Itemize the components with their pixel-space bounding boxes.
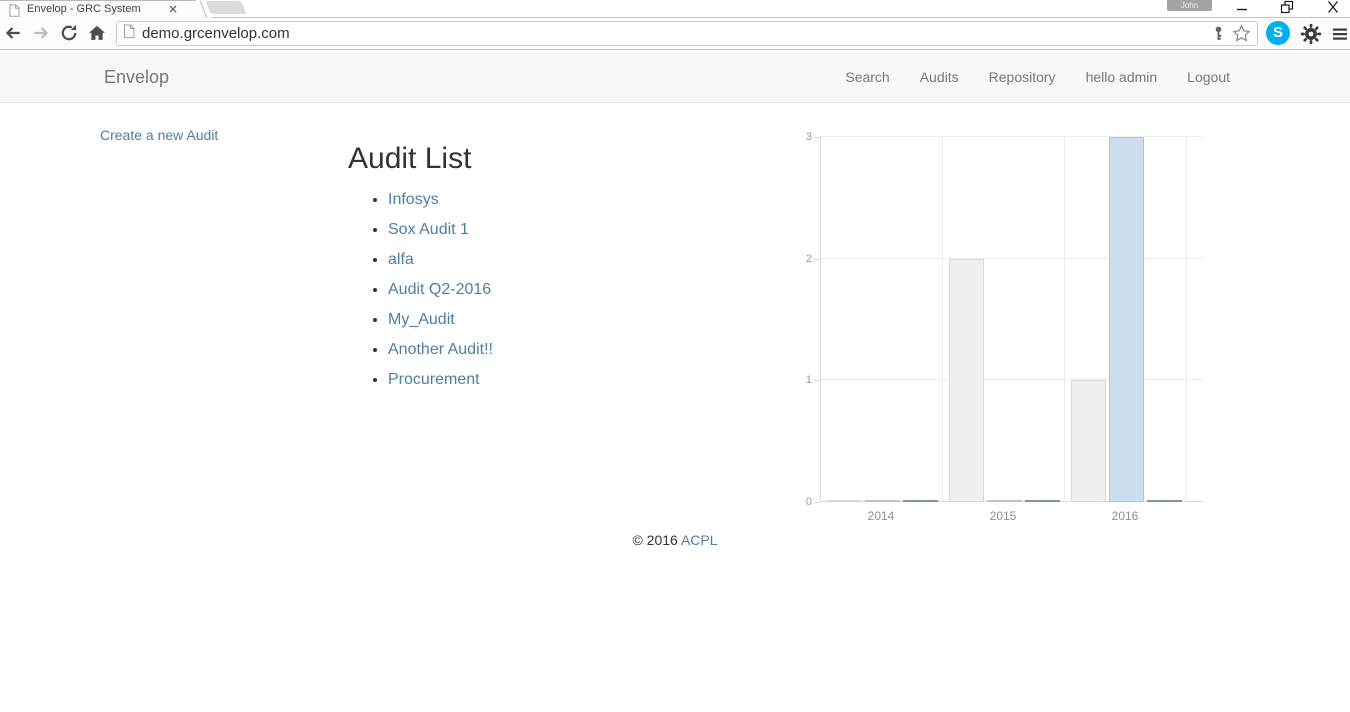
page-title: Audit List <box>348 142 472 175</box>
chart-ytick-mark <box>814 380 820 382</box>
menu-hamburger-icon[interactable] <box>1331 25 1349 48</box>
chart-ytick-label: 1 <box>805 374 812 387</box>
nav-item-logout[interactable]: Logout <box>1187 69 1230 85</box>
site-nav: Search Audits Repository hello admin Log… <box>830 52 1245 103</box>
chart-bar-series-2-2016 <box>1109 137 1144 502</box>
chart-xtick-label: 2014 <box>867 509 895 523</box>
chart-ytick-mark <box>814 137 820 138</box>
chart-xtick-label: 2015 <box>989 509 1017 523</box>
forward-icon[interactable] <box>31 23 51 43</box>
audit-list-item: Procurement <box>388 365 493 395</box>
minimize-icon[interactable] <box>1233 0 1251 14</box>
audit-link-sox-audit-1[interactable]: Sox Audit 1 <box>388 221 469 238</box>
audits-per-year-chart: 0 1 2 3 2014 2015 2016 <box>794 125 1224 530</box>
browser-tab[interactable]: Envelop - GRC System <box>0 0 208 18</box>
chart-bar-series-3-2014 <box>903 500 938 502</box>
audit-list-item: My_Audit <box>388 305 493 335</box>
audit-link-alfa[interactable]: alfa <box>388 251 414 268</box>
close-icon[interactable] <box>1324 0 1342 14</box>
back-icon[interactable] <box>3 23 23 43</box>
chart-bar-series-2-2015 <box>987 500 1022 502</box>
tab-edge <box>184 1 208 18</box>
nav-item-hello-admin[interactable]: hello admin <box>1085 69 1158 85</box>
audit-list-item: alfa <box>388 245 493 275</box>
chart-ytick-mark <box>814 502 820 503</box>
footer-acpl-link[interactable]: ACPL <box>680 532 718 548</box>
audit-list-item: Sox Audit 1 <box>388 215 493 245</box>
chart-bar-series-1-2015 <box>949 258 984 502</box>
brand-link[interactable]: Envelop <box>104 67 170 87</box>
create-audit-link[interactable]: Create a new Audit <box>100 127 219 143</box>
profile-chip[interactable]: John <box>1167 0 1212 11</box>
chart-gridline-h <box>820 136 1203 137</box>
bookmark-star-icon[interactable] <box>1232 24 1251 43</box>
url-page-icon <box>123 24 135 44</box>
chart-gridline-v <box>942 137 943 502</box>
new-tab-button[interactable] <box>205 1 247 14</box>
page-footer: © 2016 ACPL <box>0 532 1350 548</box>
key-icon[interactable] <box>1211 25 1226 42</box>
chart-plot-area: 0 1 2 3 2014 2015 2016 <box>806 131 1203 523</box>
audit-list-item: Another Audit!! <box>388 335 493 365</box>
tab-close-icon[interactable] <box>166 2 180 16</box>
chart-bar-series-3-2016 <box>1147 500 1182 502</box>
audit-link-procurement[interactable]: Procurement <box>388 371 480 388</box>
skype-extension-icon[interactable]: S <box>1266 21 1290 45</box>
chart-ytick-label: 3 <box>805 131 812 143</box>
audit-link-audit-q2-2016[interactable]: Audit Q2-2016 <box>388 281 492 298</box>
chart-bar-series-2-2014 <box>865 500 900 502</box>
audit-link-my-audit[interactable]: My_Audit <box>388 311 455 328</box>
chart-bar-series-3-2015 <box>1025 500 1060 502</box>
nav-item-search[interactable]: Search <box>845 69 890 85</box>
url-input[interactable] <box>142 25 1205 42</box>
chart-gridline-v <box>1186 137 1187 502</box>
gear-icon[interactable] <box>1300 23 1322 50</box>
chart-bar-series-1-2014 <box>827 500 862 502</box>
chart-gridline-h <box>820 257 1203 259</box>
titlebar: Envelop - GRC System John <box>0 0 1350 18</box>
footer-copyright: © 2016 <box>632 532 678 548</box>
chart-gridline-h <box>820 379 1203 381</box>
refresh-icon[interactable] <box>59 23 79 43</box>
chart-ytick-mark <box>814 258 820 260</box>
audit-link-another-audit[interactable]: Another Audit!! <box>388 341 493 358</box>
tab-title: Envelop - GRC System <box>27 3 141 15</box>
audit-list-item: Audit Q2-2016 <box>388 275 493 305</box>
chart-ytick-label: 0 <box>805 496 812 508</box>
nav-item-audits[interactable]: Audits <box>919 69 959 85</box>
nav-item-repository[interactable]: Repository <box>988 69 1056 85</box>
site-navbar: Envelop Search Audits Repository hello a… <box>0 52 1350 103</box>
chart-bar-series-1-2016 <box>1071 380 1106 502</box>
chart-gridline-v <box>1064 137 1065 502</box>
webpage: Envelop Search Audits Repository hello a… <box>0 50 1350 712</box>
chart-xtick-label: 2016 <box>1111 509 1139 523</box>
chart-ytick-label: 2 <box>805 252 812 265</box>
home-icon[interactable] <box>87 23 107 43</box>
chart-gridline-v <box>820 137 821 502</box>
restore-icon[interactable] <box>1278 0 1296 14</box>
audit-link-infosys[interactable]: Infosys <box>388 191 439 208</box>
page-favicon-icon <box>9 4 20 22</box>
address-bar[interactable] <box>116 21 1258 46</box>
audit-list-item: Infosys <box>388 185 493 215</box>
tabstrip-divider <box>212 17 1350 18</box>
audit-list: Infosys Sox Audit 1 alfa Audit Q2-2016 M… <box>372 185 493 395</box>
browser-toolbar: S <box>0 18 1350 50</box>
